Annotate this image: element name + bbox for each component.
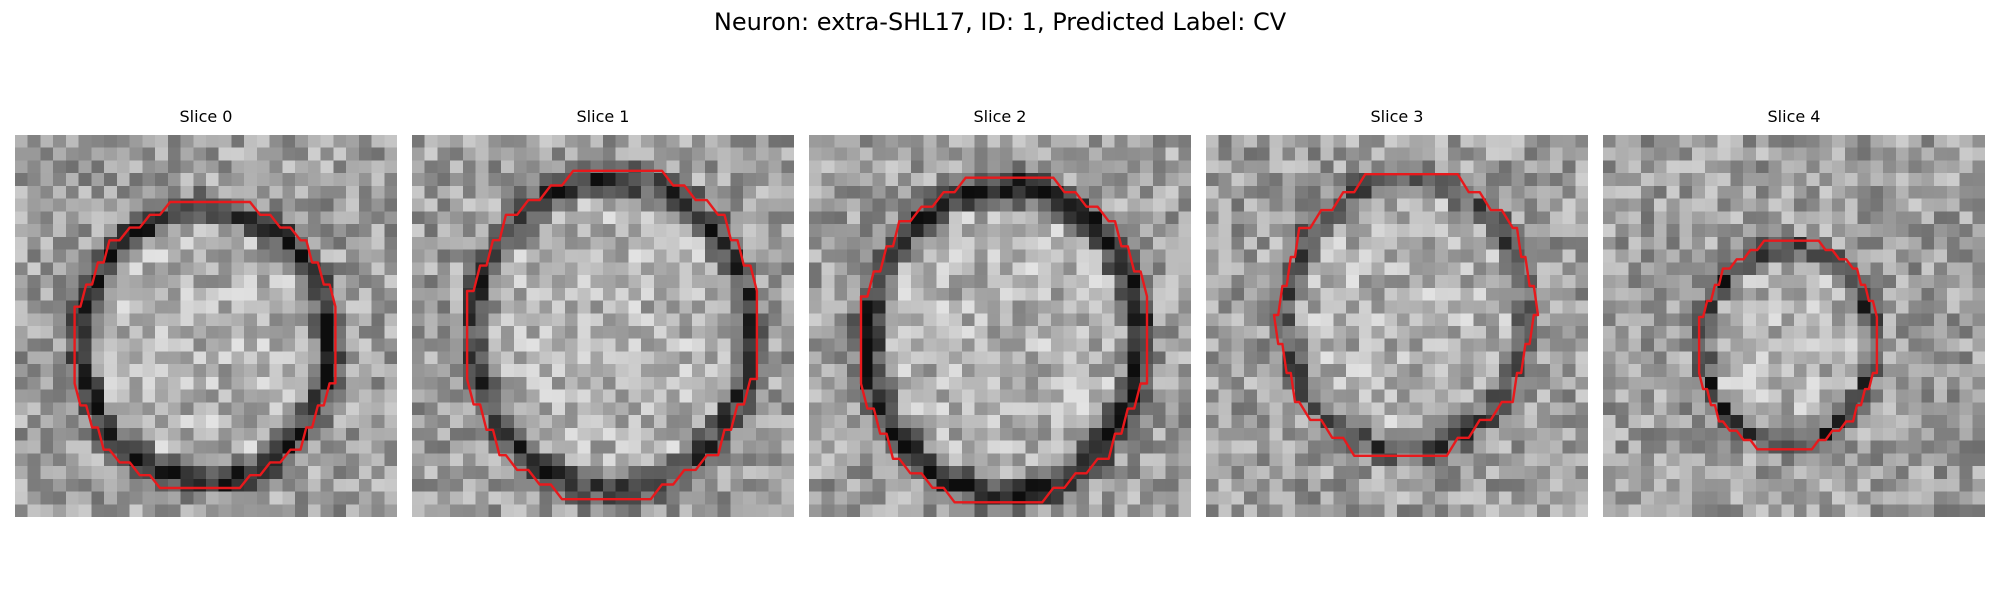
slice-panel-0: Slice 0 — [15, 107, 397, 517]
contour-line — [1272, 173, 1540, 457]
slice-image-3 — [1206, 135, 1588, 517]
contour-overlay-1 — [465, 169, 759, 501]
contour-line — [73, 200, 337, 490]
contour-line — [1697, 239, 1879, 451]
contour-line — [465, 169, 759, 501]
slice-image-4 — [1603, 135, 1985, 517]
contour-overlay-2 — [859, 176, 1149, 504]
slice-title-1: Slice 1 — [576, 107, 630, 126]
contour-overlay-0 — [73, 200, 337, 490]
slice-panel-4: Slice 4 — [1603, 107, 1985, 517]
figure-title: Neuron: extra-SHL17, ID: 1, Predicted La… — [713, 8, 1287, 36]
slice-panel-2: Slice 2 — [809, 107, 1191, 517]
slice-title-3: Slice 3 — [1370, 107, 1424, 126]
slice-image-2 — [809, 135, 1191, 517]
contour-line — [859, 176, 1149, 504]
slice-panel-3: Slice 3 — [1206, 107, 1588, 517]
slice-image-0 — [15, 135, 397, 517]
slice-panel-1: Slice 1 — [412, 107, 794, 517]
slice-title-2: Slice 2 — [973, 107, 1027, 126]
contour-overlay-3 — [1272, 173, 1540, 457]
contour-overlay-4 — [1697, 239, 1879, 451]
slice-title-4: Slice 4 — [1767, 107, 1821, 126]
slice-title-0: Slice 0 — [179, 107, 233, 126]
slice-image-1 — [412, 135, 794, 517]
